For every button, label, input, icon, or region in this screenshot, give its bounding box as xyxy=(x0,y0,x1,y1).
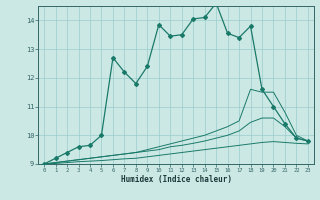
X-axis label: Humidex (Indice chaleur): Humidex (Indice chaleur) xyxy=(121,175,231,184)
